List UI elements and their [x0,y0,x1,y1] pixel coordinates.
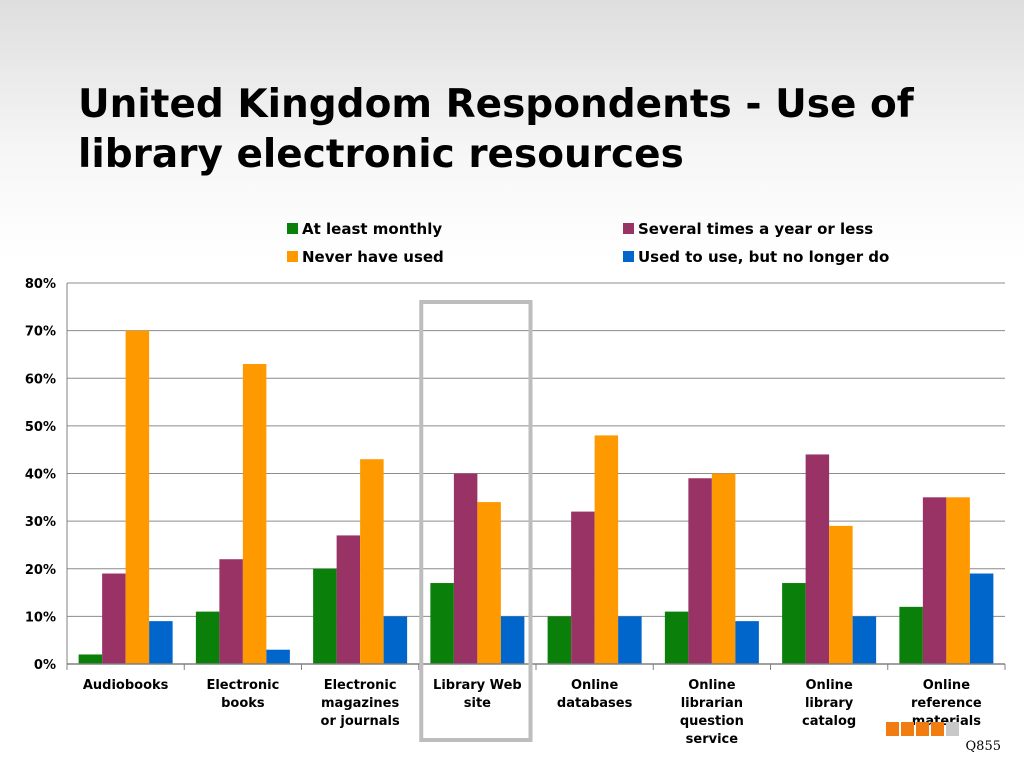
x-tick-label: Electronic [324,678,397,693]
x-tick-label: Online [805,678,852,693]
highlight-layer [419,300,533,742]
bar [102,573,126,664]
bar [805,454,830,664]
bar [125,330,150,664]
x-tick-label: or journals [321,714,400,729]
x-tick-label: Electronic [206,678,279,693]
highlight-box [419,300,533,742]
bar [946,497,970,664]
x-tick-label: Audiobooks [83,678,169,693]
bar [313,568,337,664]
x-tick-label: service [686,732,739,747]
footer-square [886,722,899,736]
legend-label: Several times a year or less [638,220,873,238]
y-tick-label: 50% [25,420,56,435]
x-tick-label: Online [571,678,618,693]
legend-label: At least monthly [302,220,442,238]
x-tick-label: catalog [802,714,856,729]
bar [360,459,384,664]
footer-square [916,722,929,736]
bar [829,525,853,664]
bar [664,611,689,664]
legend-label: Never have used [302,248,444,266]
footer-square [901,722,914,736]
y-tick-label: 30% [25,515,56,530]
bar [852,616,877,664]
footer-decoration [886,721,961,736]
bar [500,616,525,664]
bar [594,435,619,664]
y-tick-label: 70% [25,325,56,340]
y-tick-label: 80% [25,277,56,292]
bar [688,478,712,664]
x-tick-label: materials [912,714,981,729]
footer-square [946,722,959,736]
bar [618,616,642,664]
legend-label: Used to use, but no longer do [638,248,889,266]
gridlines [67,282,1005,665]
bar [453,473,478,664]
bar-chart: At least monthly Several times a year or … [25,220,1006,747]
bar [782,583,806,664]
bar [336,535,361,664]
bar [711,473,736,664]
x-tick-label: librarian [681,696,743,711]
bar [477,502,501,664]
y-tick-label: 60% [25,372,56,387]
legend: At least monthly Several times a year or … [287,220,889,266]
y-tick-label: 20% [25,563,56,578]
legend-swatch [623,223,634,234]
bar [899,606,923,664]
x-tick-label: Library Web [433,678,522,693]
bar [219,559,243,664]
y-tick-label: 0% [34,658,56,673]
x-tick-label: databases [557,696,633,711]
x-axis: Audiobooks Electronic books Electronic magaz… [66,663,1006,747]
bar [149,621,173,664]
y-tick-label: 40% [25,468,56,483]
bar [266,649,290,664]
y-axis: 0% 10% 20% 30% 40% 50% 60% 70% 80% [25,277,68,673]
bar [735,621,759,664]
bar [571,511,595,664]
bar [430,583,454,664]
footer-square [931,722,944,736]
bar [195,611,220,664]
x-tick-label: reference [911,696,982,711]
legend-swatch [287,223,298,234]
legend-swatch [287,251,298,262]
x-tick-label: Online [923,678,970,693]
bars [78,330,994,664]
bar [547,616,572,664]
x-tick-label: Online [688,678,735,693]
legend-swatch [623,251,634,262]
x-tick-label: site [464,696,491,711]
bar [969,573,994,664]
bar [78,654,103,664]
bar [383,616,408,664]
x-tick-label: magazines [321,696,399,711]
x-tick-label: library [805,696,854,711]
question-code: Q855 [965,739,1001,754]
x-tick-label: books [221,696,265,711]
bar [922,497,947,664]
bar [242,363,267,664]
x-tick-label: question [680,714,744,729]
slide-title: United Kingdom Respondents - Use of libr… [78,82,914,177]
y-tick-label: 10% [25,610,56,625]
